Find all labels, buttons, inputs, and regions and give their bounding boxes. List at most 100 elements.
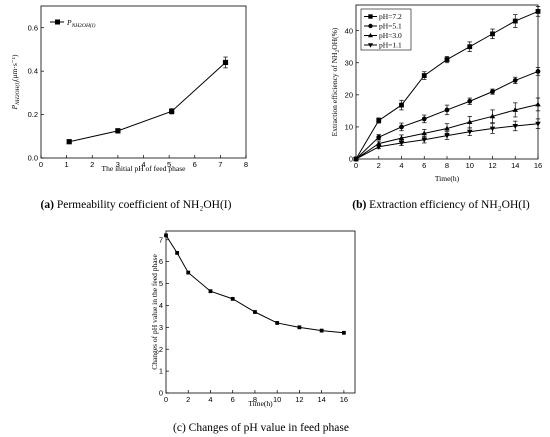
panel-b-series-3-point-8	[535, 121, 541, 127]
panel-a-y-tick-label-2: 0.4	[28, 67, 38, 76]
panel-c-y-tick-label-0: 0	[159, 389, 163, 398]
panel-b-y-tick-label-3: 30	[345, 58, 353, 67]
panel-b-series-1-point-6	[490, 89, 495, 95]
panel-b-legend: pH=7.2pH=5.1pH=3.0pH=1.1	[360, 8, 412, 51]
panel-a-x-axis-label: The initial pH of feed phase	[102, 164, 187, 173]
panel-b-x-tick-label-6: 12	[488, 161, 496, 170]
panel-a-x-tick-label-0: 0	[39, 160, 43, 169]
panel-b-series-3-point-0	[353, 157, 359, 162]
panel-b-series-3-point-7	[512, 124, 519, 129]
panel-b-series-3-point-5	[466, 129, 473, 135]
panel-b-series-1-point-5	[467, 98, 473, 104]
panel-b-x-tick-label-7: 14	[511, 161, 519, 170]
panel-b-series-2-point-2	[398, 135, 405, 141]
panel-c-series-0-point-5	[253, 310, 257, 314]
panel-b-series-1-point-8	[535, 69, 541, 74]
panel-c-caption: (c) Changes of pH value in feed phase	[173, 422, 349, 434]
panel-b-series-0-point-7	[512, 18, 518, 24]
panel-a-series-0-line	[69, 62, 226, 143]
panel-b-series-0-point-3	[421, 73, 427, 78]
panel-b-legend-label-2: pH=3.0	[379, 31, 402, 40]
panel-c-x-tick-label-4: 8	[253, 395, 257, 404]
panel-b-series-3-point-3	[421, 137, 428, 143]
panel-b-series-1-point-4	[444, 107, 450, 113]
panel-c-x-tick-label-3: 6	[231, 395, 235, 404]
panel-b-x-tick-label-0: 0	[354, 161, 358, 170]
panel-b-series-1-point-2	[399, 124, 404, 130]
panel-c-x-tick-label-6: 12	[295, 395, 303, 404]
panel-b-series-0-point-2	[399, 102, 404, 108]
panel-b-series-2-point-6	[489, 113, 496, 119]
panel-c-x-tick-label-2: 4	[208, 395, 212, 404]
panel-a-y-tick-label-3: 0.6	[28, 23, 38, 32]
panel-c-y-axis-label: Changes of pH value in the feed phase	[150, 254, 159, 370]
panel-c-series-0-point-8	[319, 328, 324, 333]
panel-a-y-tick-label-0: 0.0	[28, 154, 38, 163]
panel-b-series-2-point-4	[444, 125, 450, 131]
panel-b-series-1-point-1	[376, 134, 382, 140]
panel-a-x-tick-label-1: 1	[65, 160, 69, 169]
panel-c-series-0-point-6	[275, 321, 280, 325]
panel-b-legend-label-3: pH=1.1	[379, 41, 402, 50]
panel-a-y-axis-label: PNH2OH(I)(μm·s⁻¹)	[10, 54, 21, 110]
panel-b-x-axis-label: Time(h)	[435, 174, 460, 183]
panel-c-x-tick-label-0: 0	[164, 395, 168, 404]
panel-c-y-tick-label-4: 4	[159, 301, 163, 310]
panel-b-x-tick-label-8: 16	[534, 161, 542, 170]
panel-a-legend: PNH2OH(I)	[50, 18, 96, 29]
panel-b-x-tick-label-5: 10	[466, 161, 474, 170]
panel-b-legend-label-0: pH=7.2	[379, 12, 402, 21]
panel-c-x-tick-label-1: 2	[186, 395, 190, 404]
panel-b-legend-marker-1	[368, 23, 373, 29]
panel-c-series-0-point-1	[175, 250, 180, 255]
panel-c-series-0-point-7	[297, 325, 302, 330]
panel-b-legend-marker-0	[368, 14, 373, 19]
panel-c-y-tick-label-5: 5	[159, 279, 163, 288]
panel-a-legend-marker	[55, 19, 60, 25]
panel-b-y-tick-label-2: 20	[345, 90, 353, 99]
panel-c-y-tick-label-3: 3	[159, 323, 163, 332]
panel-b-series-2-point-1	[375, 140, 382, 146]
panel-a-series-0-point-3	[222, 59, 229, 66]
panel-c-series-0-point-3	[208, 289, 213, 294]
panel-b-series-0-point-1	[376, 118, 382, 123]
panel-b-x-tick-label-1: 2	[377, 161, 381, 170]
panel-a-caption: (a) Permeability coefficient of NH₂OH(I)	[41, 199, 232, 211]
panel-b: 0 2 4 6 8 10 12 14 16 0 10 20 30 40 pH=7.2pH=5.1pH=3.…	[330, 4, 542, 211]
panel-b-caption: (b) Extraction efficiency of NH₂OH(I)	[352, 199, 530, 211]
panel-a-series-0-point-0	[66, 139, 72, 145]
panel-b-series-0-point-6	[490, 31, 495, 37]
panel-b-legend-marker-2	[367, 32, 374, 38]
panel-b-series-3-point-4	[444, 133, 450, 139]
panel-b-series-2-point-3	[421, 130, 428, 136]
panel-a-x-tick-label-3: 3	[116, 160, 120, 169]
panel-b-series-2-point-8	[535, 101, 541, 107]
panel-b-series-0-point-8	[535, 9, 541, 14]
panel-c-x-tick-label-7: 14	[317, 395, 325, 404]
panel-b-x-tick-label-2: 4	[399, 161, 403, 170]
panel-c-y-tick-label-7: 7	[159, 235, 163, 244]
panel-b-y-tick-label-4: 40	[345, 26, 353, 35]
panel-b-series-2-point-7	[512, 107, 519, 112]
panel-b-x-tick-label-3: 6	[422, 161, 426, 170]
panel-a-x-tick-label-5: 5	[167, 160, 171, 169]
panel-a-x-tick-label-6: 6	[193, 160, 197, 169]
panel-c-frame	[165, 230, 356, 394]
panel-b-series-3-point-6	[489, 126, 496, 132]
panel-c-y-tick-label-1: 1	[159, 367, 163, 376]
panel-a-series-0-point-2	[169, 108, 175, 114]
panel-a-series-0-point-1	[115, 128, 121, 134]
panel-b-series-3-point-1	[375, 144, 382, 150]
panel-b-series-1-point-7	[512, 77, 518, 83]
panel-c-series-0-line	[165, 235, 344, 334]
panel-c-x-tick-label-5: 10	[273, 395, 281, 404]
panel-b-y-tick-label-0: 0	[349, 155, 353, 164]
panel-b-series-3-point-2	[398, 141, 405, 146]
panel-a-x-tick-label-4: 4	[141, 160, 145, 169]
panel-a-x-tick-label-7: 7	[218, 160, 222, 169]
panel-c-series-0-point-4	[230, 296, 235, 301]
panel-b-series-0-point-5	[467, 44, 473, 50]
panel-b-legend-marker-3	[367, 43, 374, 48]
